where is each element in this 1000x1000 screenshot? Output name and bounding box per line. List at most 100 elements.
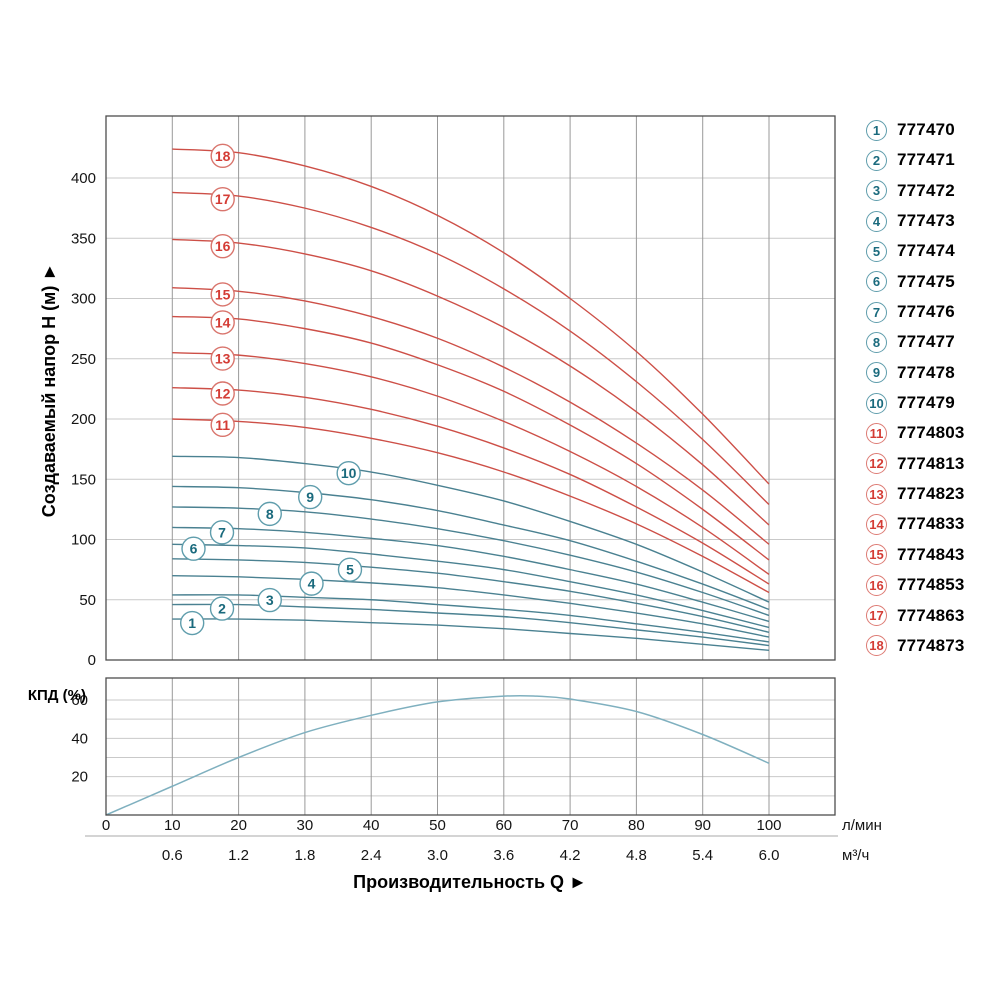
x-tick-lmin-20: 20: [230, 817, 247, 834]
curve-badge-10: 10: [336, 460, 361, 486]
curve-badge-8: 8: [257, 501, 282, 527]
curve-badge-number: 8: [266, 506, 274, 522]
legend-model-number: 777479: [897, 393, 955, 413]
curve-badge-circle: [210, 412, 235, 438]
x-tick-lmin-10: 10: [164, 817, 181, 834]
legend-model-number: 777474: [897, 241, 955, 261]
curve-badge-number: 12: [215, 386, 231, 402]
legend-item-5: 5 777474: [866, 240, 965, 262]
legend-item-1: 1 777470: [866, 119, 965, 141]
pump-curve-11: [172, 418, 770, 594]
efficiency-curve: [105, 694, 770, 816]
curve-badge-number: 14: [215, 314, 231, 330]
eff-y-tick-40: 40: [71, 730, 88, 747]
curve-badge-number: 3: [266, 592, 274, 608]
curve-badge-11: 11: [210, 412, 235, 438]
curve-badge-17: 17: [210, 187, 235, 212]
x-tick-m3h-6.0: 6.0: [759, 847, 780, 864]
curve-badge-circle: [181, 536, 206, 561]
legend-number-badge: 9: [866, 362, 887, 384]
y-axis-title: Создаваемый напор H (м) ►: [39, 263, 59, 517]
y-tick-100: 100: [71, 532, 96, 549]
x-tick-m3h-3.6: 3.6: [493, 847, 514, 864]
x-axis-title: Производительность Q ►: [353, 872, 587, 892]
x-tick-m3h-1.8: 1.8: [294, 847, 315, 864]
legend-model-number: 7774873: [897, 635, 965, 655]
curve-badge-circle: [209, 596, 235, 621]
legend-item-11: 11 7774803: [866, 422, 965, 444]
y-tick-400: 400: [71, 170, 96, 187]
x-tick-lmin-0: 0: [102, 817, 110, 834]
pump-curve-15: [172, 286, 770, 545]
curve-badge-number: 6: [190, 541, 198, 557]
curve-badge-number: 13: [215, 351, 231, 367]
legend-item-2: 2 777471: [866, 149, 965, 171]
pump-curve-4: [172, 574, 770, 638]
legend-item-6: 6 777475: [866, 271, 965, 293]
legend-model-number: 777471: [897, 150, 955, 170]
pump-curve-10: [172, 455, 770, 603]
curve-badge-circle: [210, 310, 235, 335]
curve-badge-number: 18: [215, 148, 231, 164]
legend-number-badge: 10: [866, 392, 887, 414]
curve-badge-5: 5: [337, 557, 363, 582]
x-tick-lmin-100: 100: [756, 817, 781, 834]
y-tick-350: 350: [71, 230, 96, 247]
x-tick-lmin-80: 80: [628, 817, 645, 834]
efficiency-curve-group: [105, 694, 770, 816]
pump-curve-14: [172, 315, 770, 561]
curve-badge-circle: [210, 143, 235, 169]
curve-badge-13: 13: [210, 346, 235, 371]
curve-badge-9: 9: [298, 484, 323, 510]
x-tick-m3h-1.2: 1.2: [228, 847, 249, 864]
legend-item-16: 16 7774853: [866, 574, 965, 596]
legend-item-12: 12 7774813: [866, 453, 965, 475]
curve-badge-6: 6: [181, 536, 206, 561]
legend-number-badge: 18: [866, 635, 887, 657]
head-chart-border: [105, 115, 836, 661]
curve-badge-7: 7: [209, 520, 235, 545]
curve-badge-1: 1: [179, 610, 205, 636]
legend-number-badge: 13: [866, 483, 887, 505]
legend-number-badge: 3: [866, 180, 887, 202]
legend-item-15: 15 7774843: [866, 544, 965, 566]
unit-cubic-meters-per-hour: м³/ч: [842, 847, 869, 864]
eff-y-tick-20: 20: [71, 769, 88, 786]
x-tick-lmin-30: 30: [297, 817, 314, 834]
curve-badge-circle: [210, 282, 235, 307]
curve-badge-16: 16: [210, 234, 235, 259]
legend-model-number: 7774853: [897, 575, 965, 595]
curve-badge-number: 1: [188, 615, 196, 631]
efficiency-chart-border: [105, 677, 836, 816]
x-tick-m3h-2.4: 2.4: [361, 847, 382, 864]
legend-item-18: 18 7774873: [866, 635, 965, 657]
legend-model-number: 777476: [897, 302, 955, 322]
curve-badge-number: 2: [218, 601, 226, 617]
x-tick-m3h-4.2: 4.2: [560, 847, 581, 864]
pump-curves: [172, 148, 770, 652]
curve-badge-number: 7: [218, 524, 226, 540]
curve-badge-circle: [298, 484, 323, 510]
pump-curve-17: [172, 191, 770, 506]
curve-badge-number: 15: [215, 286, 231, 302]
curve-badge-circle: [257, 587, 282, 613]
legend-number-badge: 14: [866, 513, 887, 535]
curve-badge-circle: [179, 610, 205, 636]
legend-number-badge: 16: [866, 574, 887, 596]
legend-model-number: 777478: [897, 362, 955, 382]
curve-badge-12: 12: [210, 381, 235, 406]
chart-borders: [85, 115, 838, 837]
curve-badge-18: 18: [210, 143, 235, 169]
legend-item-13: 13 7774823: [866, 483, 965, 505]
pump-curve-2: [172, 603, 770, 647]
legend-number-badge: 12: [866, 453, 887, 475]
y-tick-150: 150: [71, 471, 96, 488]
curve-badge-circle: [210, 234, 235, 259]
legend-model-number: 777472: [897, 180, 955, 200]
legend-model-number: 777470: [897, 120, 955, 139]
curve-badge-number: 16: [215, 238, 231, 254]
pump-curve-5: [172, 558, 770, 633]
